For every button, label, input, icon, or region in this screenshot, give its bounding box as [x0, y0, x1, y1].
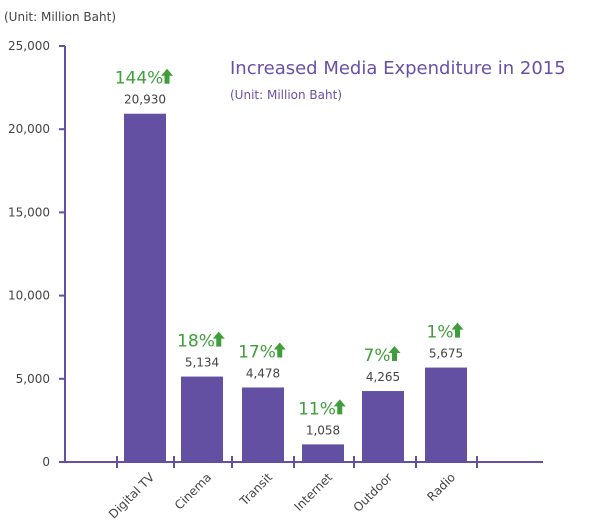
chart-subtitle: (Unit: Million Baht)	[230, 88, 342, 102]
growth-label: 17%	[238, 342, 276, 362]
category-label: Transit	[236, 470, 275, 509]
growth-label: 7%	[364, 346, 391, 366]
category-label: Radio	[424, 470, 458, 504]
chart-title: Increased Media Expenditure in 2015	[230, 58, 566, 79]
y-tick-label: 25,000	[8, 39, 50, 53]
bar	[362, 391, 404, 462]
up-arrow-icon	[161, 68, 173, 84]
growth-label: 11%	[298, 399, 336, 419]
up-arrow-icon	[388, 346, 401, 362]
y-tick-label: 0	[42, 455, 50, 469]
data-label: 5,134	[185, 356, 219, 370]
y-axis-unit-label: (Unit: Million Baht)	[4, 10, 116, 24]
y-tick-label: 15,000	[8, 205, 50, 219]
y-tick-label: 10,000	[8, 289, 50, 303]
bar	[181, 376, 223, 462]
category-label: Cinema	[172, 470, 214, 512]
growth-label: 18%	[177, 332, 215, 352]
growth-label: 144%	[115, 69, 164, 89]
category-label: Outdoor	[351, 470, 396, 515]
category-label: Digital TV	[106, 470, 158, 522]
bar	[425, 367, 467, 462]
bar	[302, 444, 344, 462]
bar	[242, 387, 284, 462]
data-label: 4,265	[366, 370, 400, 384]
growth-label: 1%	[427, 323, 454, 343]
category-label: Internet	[292, 470, 336, 514]
data-label: 20,930	[124, 93, 166, 107]
y-tick-label: 5,000	[16, 372, 50, 386]
bar	[124, 113, 166, 463]
up-arrow-icon	[212, 331, 225, 347]
y-tick-label: 20,000	[8, 122, 50, 136]
up-arrow-icon	[451, 322, 464, 338]
up-arrow-icon	[333, 399, 346, 415]
data-label: 4,478	[246, 366, 280, 380]
up-arrow-icon	[273, 342, 286, 358]
data-label: 5,675	[429, 347, 463, 361]
data-label: 1,058	[306, 423, 340, 437]
